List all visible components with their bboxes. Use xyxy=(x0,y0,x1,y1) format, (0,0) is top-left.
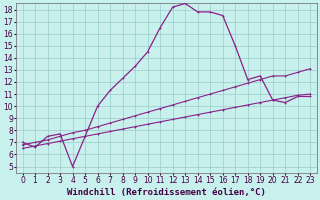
X-axis label: Windchill (Refroidissement éolien,°C): Windchill (Refroidissement éolien,°C) xyxy=(67,188,266,197)
